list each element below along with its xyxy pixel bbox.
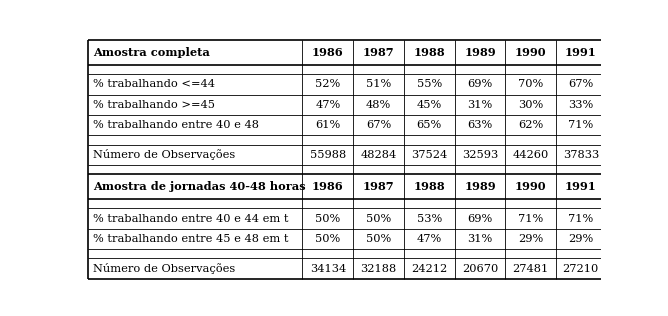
Text: 71%: 71% xyxy=(518,214,543,223)
Text: 32593: 32593 xyxy=(462,150,498,160)
Text: 47%: 47% xyxy=(417,234,442,244)
Text: 51%: 51% xyxy=(366,80,391,89)
Text: 48284: 48284 xyxy=(361,150,397,160)
Text: 50%: 50% xyxy=(315,214,341,223)
Text: % trabalhando entre 40 e 44 em t: % trabalhando entre 40 e 44 em t xyxy=(93,214,289,223)
Text: Amostra completa: Amostra completa xyxy=(93,47,210,58)
Text: 45%: 45% xyxy=(417,100,442,110)
Text: 1991: 1991 xyxy=(565,47,597,58)
Text: 62%: 62% xyxy=(518,120,543,130)
Text: 67%: 67% xyxy=(568,80,593,89)
Text: 69%: 69% xyxy=(468,80,493,89)
Text: 32188: 32188 xyxy=(361,264,397,274)
Text: 55%: 55% xyxy=(417,80,442,89)
Text: % trabalhando >=45: % trabalhando >=45 xyxy=(93,100,215,110)
Text: 30%: 30% xyxy=(518,100,543,110)
Text: 20670: 20670 xyxy=(462,264,498,274)
Text: 27210: 27210 xyxy=(562,264,599,274)
Text: 48%: 48% xyxy=(366,100,391,110)
Text: 29%: 29% xyxy=(568,234,593,244)
Text: 52%: 52% xyxy=(315,80,341,89)
Text: Amostra de jornadas 40-48 horas: Amostra de jornadas 40-48 horas xyxy=(93,181,305,192)
Text: 50%: 50% xyxy=(366,214,391,223)
Text: 34134: 34134 xyxy=(310,264,346,274)
Text: 50%: 50% xyxy=(315,234,341,244)
Text: 1986: 1986 xyxy=(312,47,343,58)
Text: 31%: 31% xyxy=(468,234,493,244)
Text: 63%: 63% xyxy=(468,120,493,130)
Text: 53%: 53% xyxy=(417,214,442,223)
Text: % trabalhando <=44: % trabalhando <=44 xyxy=(93,80,215,89)
Text: 37833: 37833 xyxy=(562,150,599,160)
Text: 1990: 1990 xyxy=(515,47,546,58)
Text: 55988: 55988 xyxy=(310,150,346,160)
Text: 71%: 71% xyxy=(568,214,593,223)
Text: 67%: 67% xyxy=(366,120,391,130)
Text: 50%: 50% xyxy=(366,234,391,244)
Text: 44260: 44260 xyxy=(512,150,549,160)
Text: 69%: 69% xyxy=(468,214,493,223)
Text: 1991: 1991 xyxy=(565,181,597,192)
Text: 1988: 1988 xyxy=(413,181,445,192)
Text: 33%: 33% xyxy=(568,100,593,110)
Text: 29%: 29% xyxy=(518,234,543,244)
Text: 65%: 65% xyxy=(417,120,442,130)
Text: 27481: 27481 xyxy=(512,264,549,274)
Text: 31%: 31% xyxy=(468,100,493,110)
Text: 70%: 70% xyxy=(518,80,543,89)
Text: % trabalhando entre 40 e 48: % trabalhando entre 40 e 48 xyxy=(93,120,259,130)
Text: Número de Observações: Número de Observações xyxy=(93,263,235,274)
Text: 71%: 71% xyxy=(568,120,593,130)
Text: 24212: 24212 xyxy=(411,264,448,274)
Text: 61%: 61% xyxy=(315,120,341,130)
Text: 1987: 1987 xyxy=(363,181,394,192)
Text: 1989: 1989 xyxy=(464,47,496,58)
Text: 1986: 1986 xyxy=(312,181,343,192)
Text: 1990: 1990 xyxy=(515,181,546,192)
Text: 37524: 37524 xyxy=(411,150,448,160)
Text: Número de Observações: Número de Observações xyxy=(93,149,235,161)
Text: 47%: 47% xyxy=(315,100,341,110)
Text: 1989: 1989 xyxy=(464,181,496,192)
Text: % trabalhando entre 45 e 48 em t: % trabalhando entre 45 e 48 em t xyxy=(93,234,289,244)
Text: 1988: 1988 xyxy=(413,47,445,58)
Text: 1987: 1987 xyxy=(363,47,394,58)
